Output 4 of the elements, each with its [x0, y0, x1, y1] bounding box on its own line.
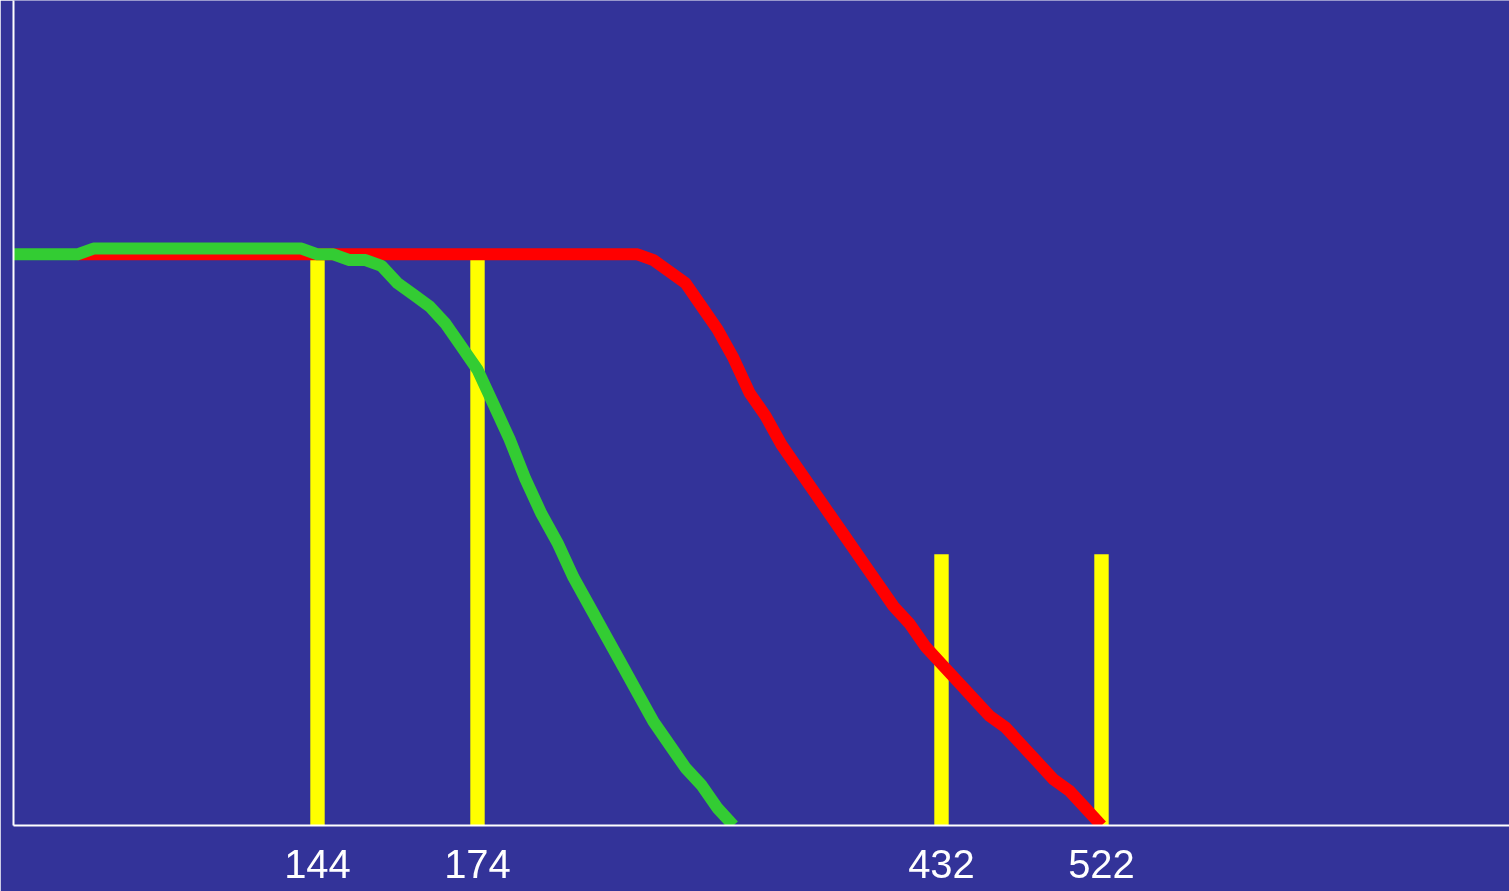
x-tick-label: 522: [1068, 841, 1135, 886]
x-tick-label: 174: [444, 841, 511, 886]
x-tick-label: 432: [908, 841, 975, 886]
x-tick-label: 144: [284, 841, 351, 886]
